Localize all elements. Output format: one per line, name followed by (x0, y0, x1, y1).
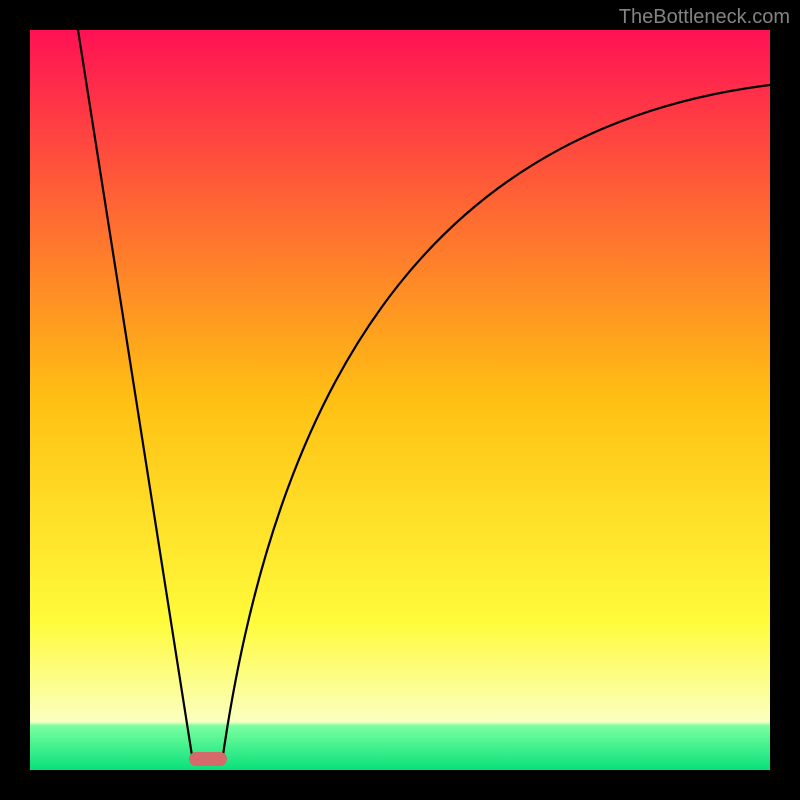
bottleneck-curve-left (78, 30, 193, 762)
plot-area (30, 30, 770, 770)
optimal-marker (189, 752, 227, 766)
chart-container: TheBottleneck.com (0, 0, 800, 800)
watermark-text: TheBottleneck.com (619, 6, 790, 29)
curve-layer (30, 30, 770, 770)
bottleneck-curve-right (222, 85, 770, 762)
